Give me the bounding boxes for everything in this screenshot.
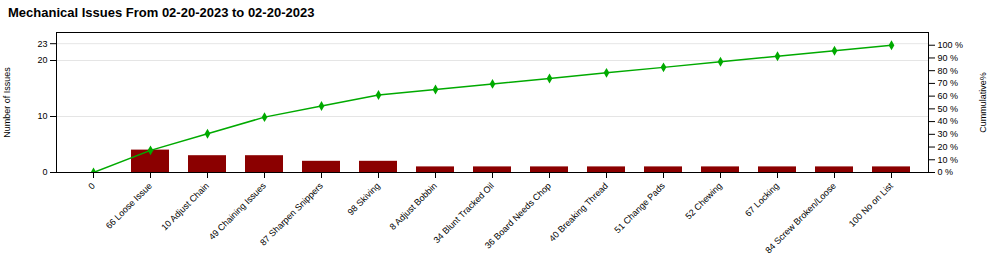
svg-text:Cummulative%: Cummulative% <box>978 72 988 133</box>
svg-text:20: 20 <box>37 55 47 65</box>
svg-text:8 Adjust Bobbin: 8 Adjust Bobbin <box>388 181 439 232</box>
svg-text:0: 0 <box>42 167 47 177</box>
svg-text:34 Blunt Tracked Oil: 34 Blunt Tracked Oil <box>432 181 496 245</box>
svg-text:Number of Issues: Number of Issues <box>2 67 12 138</box>
svg-text:98 Skiving: 98 Skiving <box>346 181 382 217</box>
svg-text:50 %: 50 % <box>938 104 959 114</box>
svg-text:60 %: 60 % <box>938 91 959 101</box>
svg-text:49 Chaining Issues: 49 Chaining Issues <box>207 180 269 242</box>
svg-text:10 Adjust Chain: 10 Adjust Chain <box>159 181 211 233</box>
svg-text:0: 0 <box>86 181 97 192</box>
svg-text:20 %: 20 % <box>938 142 959 152</box>
svg-text:0 %: 0 % <box>938 167 954 177</box>
svg-text:66 Loose Issue: 66 Loose Issue <box>104 181 154 231</box>
svg-text:87 Sharpen Snippers: 87 Sharpen Snippers <box>258 180 325 247</box>
svg-text:100 %: 100 % <box>938 40 964 50</box>
svg-text:100 No on List: 100 No on List <box>847 180 895 228</box>
svg-text:84 Screw Broken/Loose: 84 Screw Broken/Loose <box>763 181 838 256</box>
svg-text:30 %: 30 % <box>938 129 959 139</box>
svg-text:90 %: 90 % <box>938 53 959 63</box>
svg-text:51 Change Pads: 51 Change Pads <box>612 180 667 235</box>
svg-text:80 %: 80 % <box>938 66 959 76</box>
svg-text:23: 23 <box>37 39 47 49</box>
html-text:Mechanical Issues From 02-20-2: Mechanical Issues From 02-20-2023 to 02-… <box>8 5 315 20</box>
svg-text:36 Board Needs Chop: 36 Board Needs Chop <box>483 181 553 251</box>
svg-text:52 Chewing: 52 Chewing <box>683 181 724 222</box>
svg-text:40 %: 40 % <box>938 116 959 126</box>
svg-text:70 %: 70 % <box>938 78 959 88</box>
svg-text:40 Breaking Thread: 40 Breaking Thread <box>547 181 610 244</box>
svg-text:10 %: 10 % <box>938 155 959 165</box>
svg-text:67 Locking: 67 Locking <box>743 181 781 219</box>
svg-text:10: 10 <box>37 111 47 121</box>
